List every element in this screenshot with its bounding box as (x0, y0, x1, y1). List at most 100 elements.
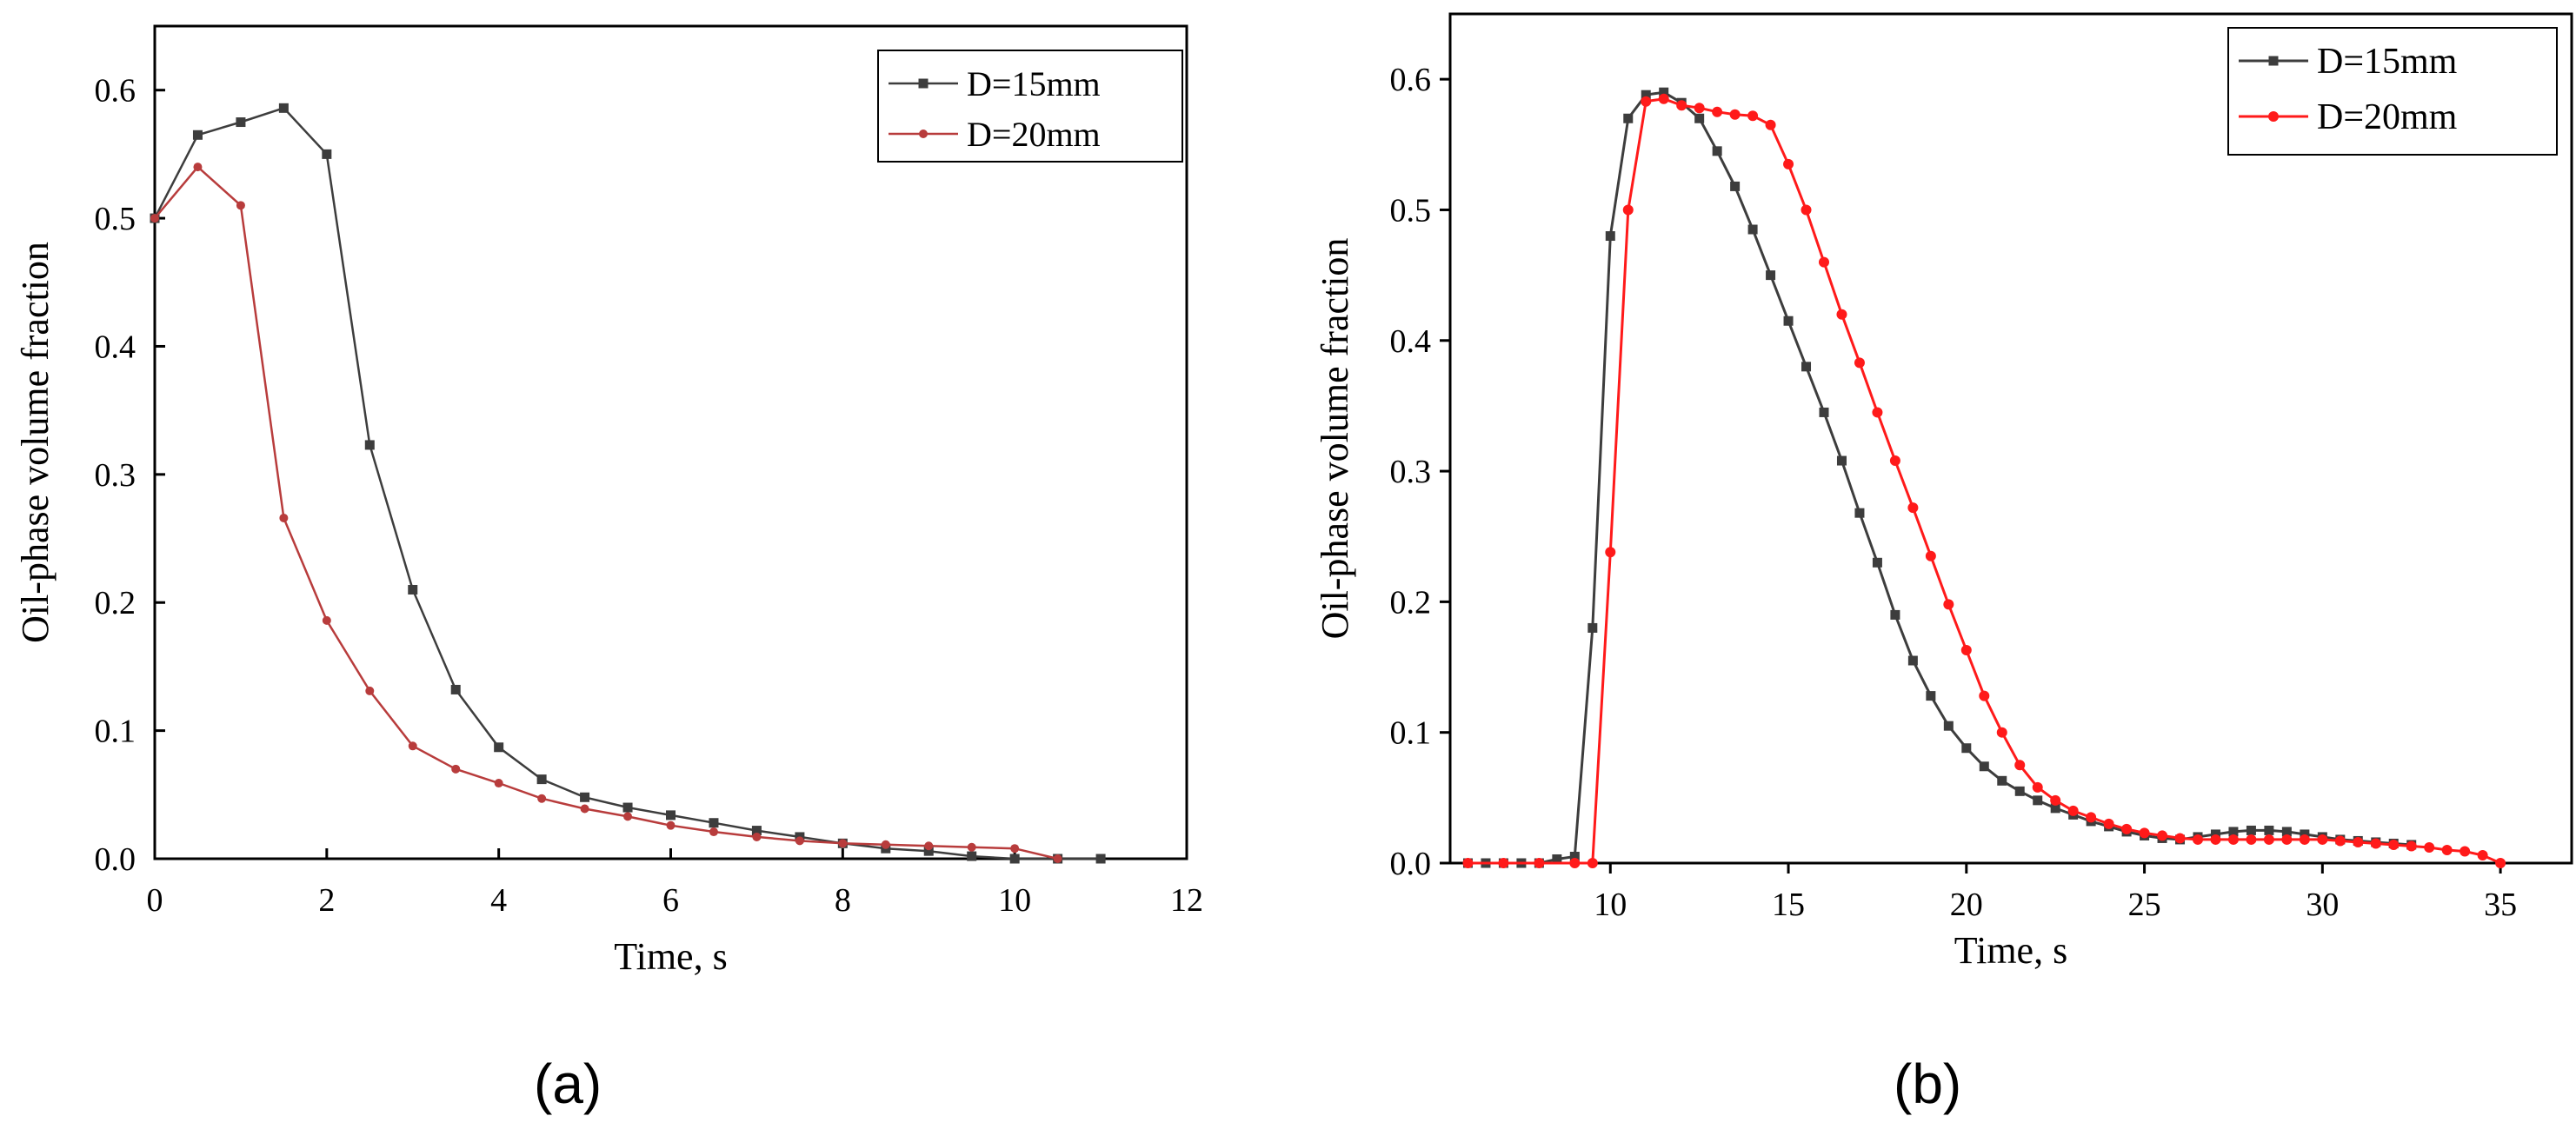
chart-a: 0 2 4 6 8 10 12 0.0 0.1 0.2 0.3 0.4 0.5 0.6 Time, s Oil… (14, 24, 1203, 978)
data-point (2264, 825, 2274, 835)
data-point (1766, 270, 1776, 281)
data-point (1730, 181, 1741, 191)
data-point (193, 163, 203, 172)
panel-label-a: (a) (534, 1053, 602, 1115)
data-point (1783, 158, 1794, 169)
data-point (236, 117, 246, 128)
legend-item: D=15mm (2239, 42, 2458, 82)
data-point (1712, 146, 1722, 156)
data-point (1836, 309, 1847, 320)
chart-b-axes: 10 15 20 25 30 35 0.0 0.1 0.2 0.3 0.4 0.5 0.6 (1390, 12, 2573, 923)
data-point (2174, 833, 2186, 844)
data-point (1890, 609, 1900, 620)
data-point (2121, 823, 2133, 834)
legend-marker (918, 78, 929, 89)
legend-marker (2268, 56, 2279, 66)
data-point (494, 742, 504, 753)
x-tick-label: 0 (147, 882, 163, 919)
data-point (2227, 834, 2239, 845)
data-point (2441, 844, 2453, 855)
data-point (2050, 803, 2060, 814)
data-point (2281, 834, 2293, 845)
series-d20mm (150, 163, 1062, 863)
data-point (1872, 557, 1882, 568)
data-point (2246, 834, 2257, 845)
data-point (2370, 838, 2381, 849)
data-point (1462, 858, 1474, 868)
series-line (1468, 90, 2412, 865)
data-point (2210, 834, 2221, 845)
data-point (967, 851, 977, 861)
data-point (1498, 858, 1509, 868)
data-point (1010, 844, 1020, 854)
data-point (278, 103, 289, 113)
data-point (580, 804, 589, 814)
data-point (2014, 760, 2026, 771)
data-point (924, 841, 934, 851)
data-point (709, 827, 718, 837)
data-point (1009, 854, 1020, 864)
data-point (1658, 93, 1669, 104)
x-tick-label: 8 (835, 882, 851, 919)
x-tick-label: 12 (1170, 882, 1203, 919)
data-point (279, 513, 289, 522)
data-point (1872, 407, 1883, 418)
data-point (1569, 858, 1581, 868)
data-point (1836, 455, 1847, 466)
data-point (2228, 827, 2239, 837)
data-point (2317, 834, 2328, 845)
data-point (2424, 841, 2435, 853)
data-point (236, 201, 245, 210)
series-d15mm (150, 103, 1106, 864)
series-line (1468, 97, 2501, 865)
y-tick-label: 0.6 (95, 73, 136, 110)
legend-marker (919, 130, 928, 138)
data-point (536, 774, 547, 785)
chart-panel-b: 10 15 20 25 30 35 0.0 0.1 0.2 0.3 0.4 0.5 0.6 Time, s… (1287, 0, 2576, 1136)
data-point (1747, 224, 1758, 235)
data-point (1943, 599, 1954, 610)
data-point (494, 779, 503, 788)
legend-box (877, 50, 1183, 163)
data-point (2157, 830, 2168, 841)
x-tick-label: 6 (662, 882, 679, 919)
legend-label: D=15mm (2317, 42, 2458, 82)
y-tick-label: 0.5 (95, 201, 136, 237)
data-point (2477, 849, 2488, 860)
data-point (322, 615, 331, 625)
data-point (192, 130, 203, 140)
data-point (2032, 781, 2043, 793)
series-line (154, 165, 1058, 860)
data-point (537, 794, 547, 803)
legend-item: D=20mm (2239, 97, 2458, 137)
data-point (838, 839, 848, 848)
x-tick-label: 30 (2306, 887, 2339, 923)
plot-frame (1448, 12, 2573, 865)
data-point (1960, 644, 1972, 655)
data-point (2210, 829, 2220, 840)
data-point (881, 840, 890, 849)
data-point (623, 812, 633, 821)
series-line (153, 106, 1102, 860)
x-tick-label: 15 (1772, 887, 1805, 923)
data-point (1854, 508, 1865, 518)
data-point (1569, 851, 1580, 861)
x-tick-label: 20 (1950, 887, 1983, 923)
y-tick-label: 0.4 (1390, 323, 1432, 360)
y-tick-label: 0.3 (95, 457, 136, 494)
data-point (2300, 829, 2310, 840)
series-d15mm (1462, 87, 2417, 868)
x-tick-label: 25 (2128, 887, 2161, 923)
y-tick-label: 0.2 (1390, 584, 1432, 621)
data-point (2050, 794, 2061, 806)
data-point (1907, 655, 1918, 666)
data-point (1926, 691, 1936, 701)
data-point (150, 214, 159, 223)
data-point (1605, 231, 1615, 242)
legend-label: D=20mm (967, 115, 1101, 154)
data-point (2103, 818, 2114, 829)
y-tick-label: 0.4 (95, 329, 136, 365)
data-point (365, 686, 375, 695)
data-point (1095, 854, 1106, 864)
data-point (1729, 109, 1741, 120)
